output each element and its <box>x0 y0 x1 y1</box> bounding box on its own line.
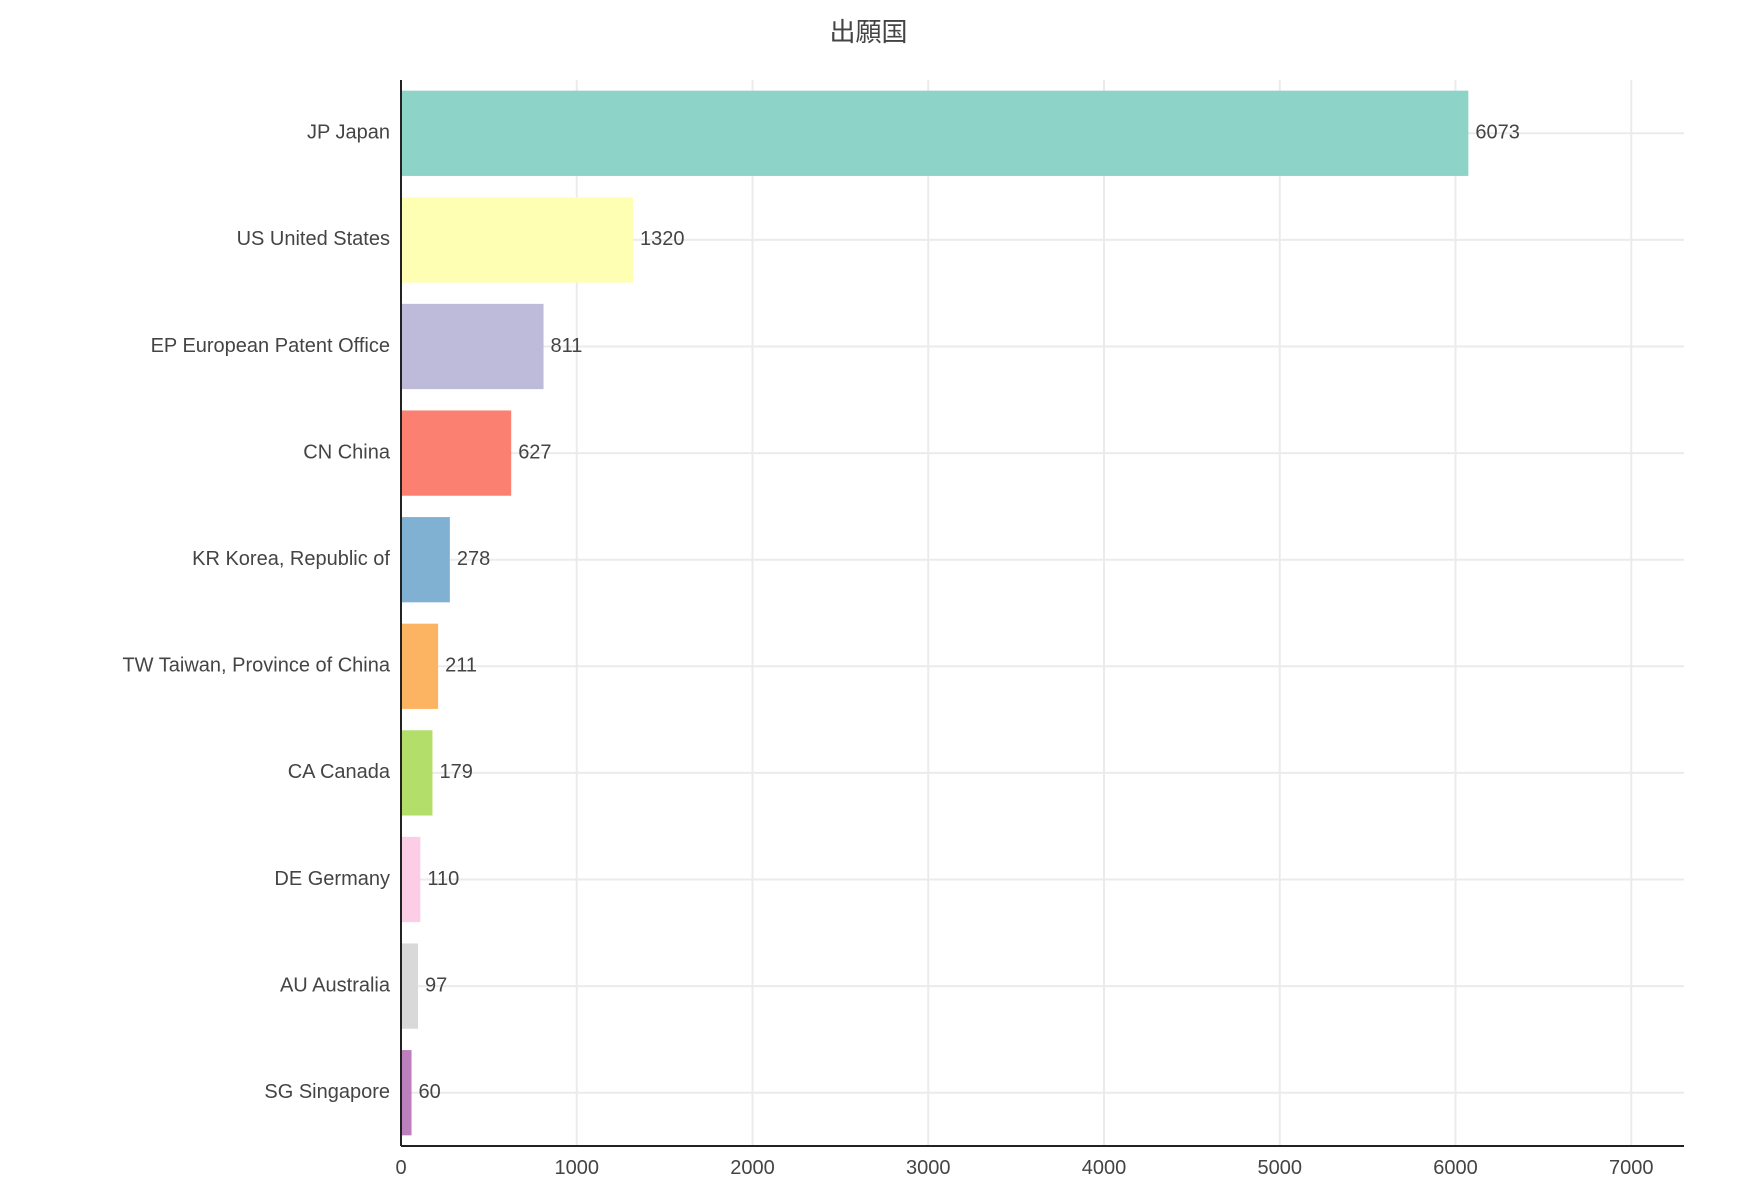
x-tick-label: 2000 <box>730 1157 775 1179</box>
category-label: EP European Patent Office <box>151 335 390 357</box>
x-tick-label: 6000 <box>1433 1157 1478 1179</box>
data-label: 1320 <box>640 228 685 250</box>
x-tick-label: 4000 <box>1082 1157 1127 1179</box>
x-tick-label: 7000 <box>1609 1157 1654 1179</box>
bar <box>401 410 511 495</box>
bar <box>401 91 1468 176</box>
data-label: 627 <box>518 441 551 463</box>
category-label: TW Taiwan, Province of China <box>122 655 390 677</box>
category-label: CA Canada <box>288 761 391 783</box>
category-label: JP Japan <box>307 122 390 144</box>
category-label: AU Australia <box>280 974 391 996</box>
bar <box>401 730 432 815</box>
x-tick-label: 3000 <box>906 1157 951 1179</box>
x-tick-label: 5000 <box>1258 1157 1303 1179</box>
category-label: SG Singapore <box>264 1081 390 1103</box>
bar <box>401 837 420 922</box>
data-label: 278 <box>457 548 490 570</box>
data-label: 97 <box>425 974 447 996</box>
bar <box>401 517 450 602</box>
category-label: US United States <box>237 228 390 250</box>
bar <box>401 304 544 389</box>
category-label: DE Germany <box>274 868 390 890</box>
x-tick-label: 0 <box>395 1157 406 1179</box>
category-label: KR Korea, Republic of <box>192 548 390 570</box>
category-label: CN China <box>303 441 391 463</box>
bar <box>401 624 438 709</box>
data-label: 211 <box>445 655 477 677</box>
bar <box>401 943 418 1028</box>
data-label: 60 <box>419 1081 441 1103</box>
bar <box>401 197 633 282</box>
data-label: 110 <box>427 868 459 890</box>
x-tick-label: 1000 <box>555 1157 600 1179</box>
data-label: 811 <box>551 335 583 357</box>
data-label: 179 <box>439 761 472 783</box>
data-label: 6073 <box>1475 122 1520 144</box>
bar <box>401 1050 412 1135</box>
